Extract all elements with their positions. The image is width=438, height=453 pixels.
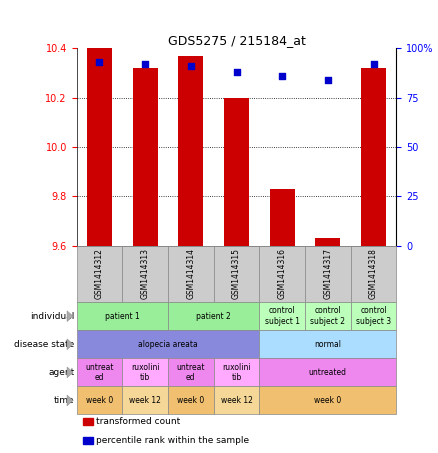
Text: transformed count: transformed count bbox=[96, 417, 180, 426]
Bar bbox=[87, 48, 112, 246]
Text: alopecia areata: alopecia areata bbox=[138, 340, 198, 349]
Text: untreat
ed: untreat ed bbox=[85, 363, 114, 382]
Text: control
subject 3: control subject 3 bbox=[356, 307, 391, 326]
Point bbox=[233, 68, 240, 76]
Text: week 12: week 12 bbox=[129, 396, 161, 405]
Text: GSM1414314: GSM1414314 bbox=[186, 248, 195, 299]
Point bbox=[370, 61, 377, 68]
Point bbox=[96, 58, 103, 66]
Point bbox=[325, 77, 332, 84]
Text: agent: agent bbox=[48, 368, 74, 377]
Text: ruxolini
tib: ruxolini tib bbox=[222, 363, 251, 382]
Bar bbox=[315, 238, 340, 246]
Text: time: time bbox=[54, 396, 74, 405]
Text: GSM1414312: GSM1414312 bbox=[95, 248, 104, 299]
Bar bbox=[361, 68, 386, 246]
Text: GSM1414313: GSM1414313 bbox=[141, 248, 150, 299]
Text: patient 1: patient 1 bbox=[105, 312, 140, 321]
Text: week 0: week 0 bbox=[177, 396, 205, 405]
Text: GSM1414317: GSM1414317 bbox=[323, 248, 332, 299]
Text: percentile rank within the sample: percentile rank within the sample bbox=[96, 436, 250, 445]
Text: control
subject 1: control subject 1 bbox=[265, 307, 300, 326]
Text: week 0: week 0 bbox=[314, 396, 342, 405]
Point bbox=[141, 61, 148, 68]
Text: GSM1414315: GSM1414315 bbox=[232, 248, 241, 299]
Text: normal: normal bbox=[314, 340, 341, 349]
Text: untreated: untreated bbox=[309, 368, 347, 377]
Text: GSM1414316: GSM1414316 bbox=[278, 248, 287, 299]
Text: ruxolini
tib: ruxolini tib bbox=[131, 363, 159, 382]
Title: GDS5275 / 215184_at: GDS5275 / 215184_at bbox=[168, 34, 305, 47]
Text: untreat
ed: untreat ed bbox=[177, 363, 205, 382]
Text: GSM1414318: GSM1414318 bbox=[369, 248, 378, 299]
Text: disease state: disease state bbox=[14, 340, 74, 349]
Bar bbox=[270, 189, 295, 246]
Point bbox=[279, 72, 286, 80]
Text: control
subject 2: control subject 2 bbox=[311, 307, 346, 326]
Bar bbox=[178, 56, 203, 246]
Text: week 12: week 12 bbox=[221, 396, 252, 405]
Bar bbox=[224, 98, 249, 246]
Text: patient 2: patient 2 bbox=[196, 312, 231, 321]
Text: week 0: week 0 bbox=[86, 396, 113, 405]
Bar bbox=[133, 68, 158, 246]
Point bbox=[187, 63, 194, 70]
Text: individual: individual bbox=[30, 312, 74, 321]
